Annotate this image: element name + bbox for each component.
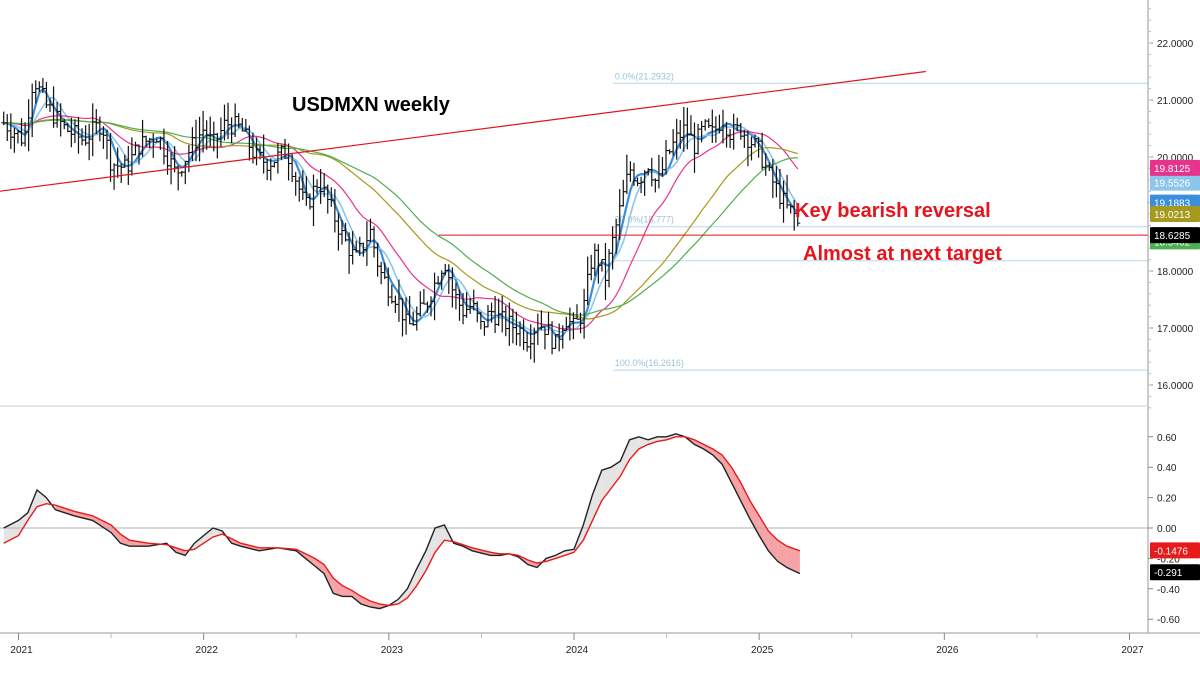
macd-histogram-fill: [472, 547, 491, 556]
macd-histogram-fill: [351, 590, 362, 604]
macd-histogram-fill: [74, 511, 93, 521]
time-tick-label: 2026: [936, 645, 959, 656]
macd-histogram-fill: [611, 461, 621, 489]
macd-tick-label: 0.60: [1157, 433, 1177, 444]
macd-lines: [0, 433, 1148, 610]
moving-average-line: [3, 118, 798, 320]
macd-histogram-fill: [583, 494, 593, 541]
signal-line: [3, 436, 801, 607]
macd-histogram-fill: [648, 436, 658, 445]
moving-average-line: [3, 115, 799, 330]
macd-histogram-fill: [601, 467, 612, 501]
macd-histogram-fill: [759, 515, 769, 551]
ma4-value-badge: 19.0213: [1154, 210, 1191, 221]
price-tick-label: 20.0000: [1157, 153, 1194, 164]
macd-histogram-fill: [129, 540, 149, 547]
macd-histogram-fill: [620, 439, 630, 477]
macd-histogram-fill: [749, 500, 760, 536]
macd-histogram-fill: [407, 569, 417, 598]
value-badges: 19.552619.812519.188319.021318.540218.62…: [1150, 159, 1200, 581]
macd-histogram-fill: [629, 436, 639, 460]
time-tick-label: 2021: [10, 645, 33, 656]
ma3-value-badge: 19.8125: [1154, 164, 1191, 175]
macd-tick-label: -0.40: [1157, 585, 1180, 596]
chart-title: USDMXN weekly: [292, 94, 451, 116]
time-tick-label: 2023: [381, 645, 404, 656]
macd-tick-label: 0.20: [1157, 494, 1177, 505]
macd-histogram-fill: [435, 524, 445, 553]
time-axis-ticks: 2021 2022 2023 2024 2025 2026 2027: [10, 633, 1144, 656]
macd-histogram-fill: [324, 564, 334, 594]
ma2-value-badge-bg: [1150, 174, 1200, 191]
macd-line: [3, 433, 801, 610]
macd-histogram-fill: [240, 543, 260, 551]
macd-histogram-fill: [638, 436, 649, 449]
time-tick-label: 2027: [1121, 645, 1144, 656]
price-bars: [1, 78, 801, 363]
macd-histogram-fill: [694, 439, 704, 449]
macd-histogram-fill: [120, 534, 130, 547]
price-tick-label: 17.0000: [1157, 324, 1194, 335]
macd-histogram-fill: [27, 490, 38, 521]
macd-histogram-fill: [398, 588, 408, 604]
macd-value-badge: -0.291: [1154, 568, 1183, 579]
macd-histogram-fill: [111, 524, 121, 544]
macd-histogram-fill: [592, 470, 602, 521]
macd-histogram-fill: [425, 528, 436, 571]
macd-histogram-fill: [314, 558, 325, 574]
macd-histogram-fill: [370, 600, 380, 609]
macd-tick-label: -0.20: [1157, 554, 1180, 565]
macd-histogram-fill: [231, 538, 241, 547]
price-tick-label: 18.0000: [1157, 267, 1194, 278]
ma4-value-badge-bg: [1150, 206, 1200, 222]
macd-tick-label: 0.40: [1157, 463, 1177, 474]
macd-histogram-fill: [416, 550, 426, 586]
fib-level-label: 100.0%(16.2616): [615, 358, 684, 368]
time-tick-label: 2024: [566, 645, 589, 656]
time-tick-label: 2025: [751, 645, 774, 656]
macd-histogram-fill: [731, 467, 741, 501]
macd-histogram-fill: [527, 559, 537, 568]
annotation-key-bearish-reversal: Key bearish reversal: [795, 200, 991, 222]
macd-histogram-fill: [305, 553, 315, 566]
last-price-badge-bg: [1150, 227, 1200, 244]
macd-histogram-fill: [777, 540, 787, 568]
macd-histogram-fill: [37, 490, 47, 507]
macd-histogram-fill: [333, 578, 343, 597]
price-tick-label: 22.0000: [1157, 39, 1194, 50]
time-tick-label: 2022: [196, 645, 219, 656]
macd-histogram-fill: [194, 528, 213, 550]
red-trendline: [0, 70, 926, 192]
last-price-badge: 18.6285: [1154, 231, 1191, 242]
macd-histogram-fill: [342, 585, 352, 597]
signal-value-badge-bg: [1150, 542, 1200, 559]
moving-average-line: [3, 119, 798, 316]
macd-histogram-fill: [722, 455, 732, 483]
price-tick-label: 21.0000: [1157, 96, 1194, 107]
macd-value-badge-bg: [1150, 564, 1200, 581]
horizontal-and-trend-lines: [0, 70, 1148, 236]
fib-level-label: 50.0%(18.777): [615, 215, 674, 225]
macd-tick-label: 0.00: [1157, 524, 1177, 535]
annotation-next-target: Almost at next target: [803, 243, 1002, 265]
macd-histogram-fill: [175, 547, 186, 556]
ma2-value-badge: 19.5526: [1154, 179, 1191, 190]
macd-histogram-fill: [740, 482, 750, 519]
fib-level-label: 0.0%(21.2932): [615, 71, 674, 81]
macd-histogram-fill: [712, 448, 723, 465]
ma3-value-badge-bg: [1150, 159, 1200, 176]
fibonacci-lines: 0.0%(21.2932) 50.0%(18.777) 100.0%(16.2616…: [612, 71, 1148, 371]
signal-value-badge: -0.1476: [1154, 546, 1188, 557]
macd-histogram-fill: [786, 546, 800, 574]
macd-histogram-fill: [18, 512, 28, 536]
ma1-value-badge: 19.1883: [1154, 199, 1191, 210]
macd-axis-ticks: 0.60 0.40 0.20 0.00 -0.20 -0.40 -0.60: [1148, 433, 1180, 626]
price-tick-label: 16.0000: [1157, 381, 1194, 392]
macd-tick-label: -0.60: [1157, 615, 1180, 626]
macd-histogram-fill: [703, 444, 713, 456]
macd-histogram-fill: [55, 505, 75, 516]
